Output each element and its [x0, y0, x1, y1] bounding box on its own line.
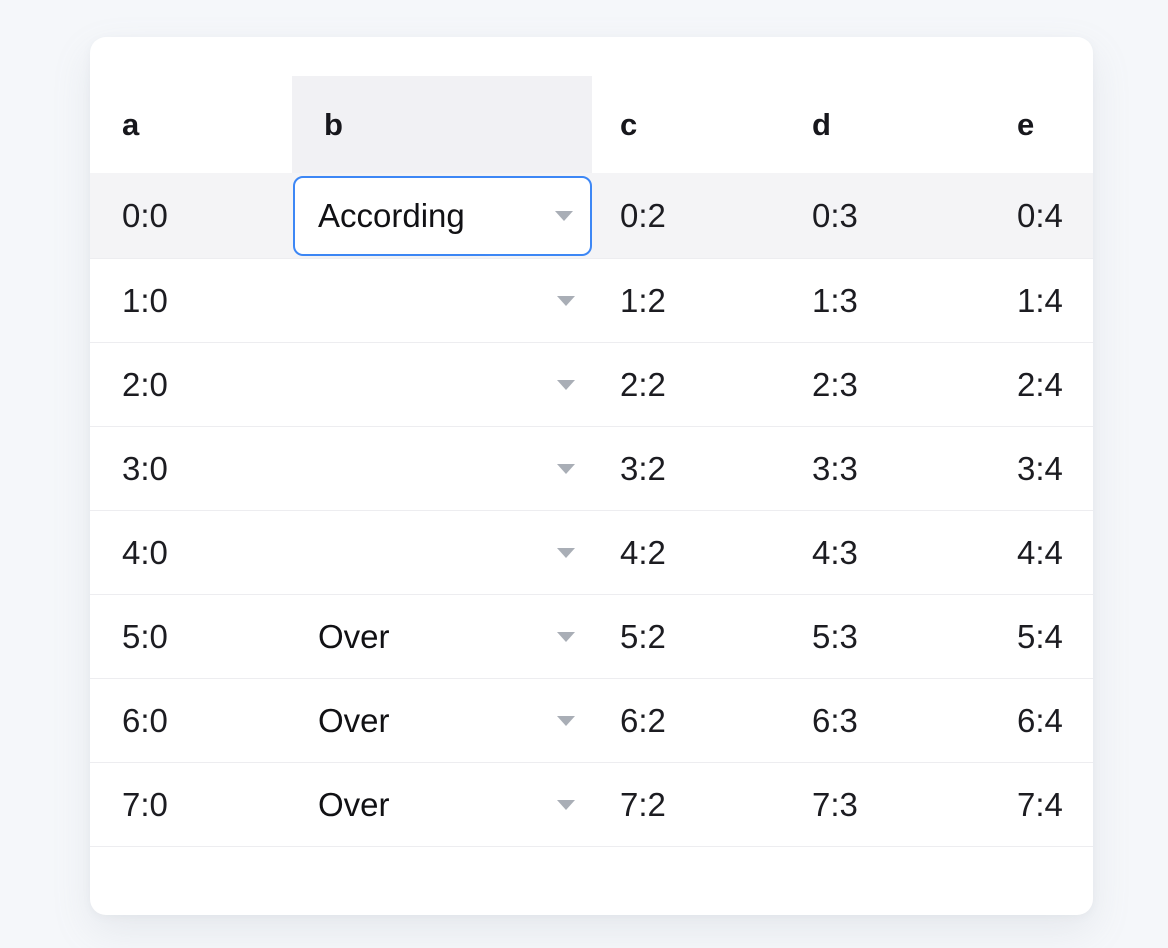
cell-2-b	[292, 343, 592, 426]
column-header-d[interactable]: d	[812, 106, 831, 142]
cell-0-e: 0:4	[1017, 196, 1063, 234]
chevron-down-icon	[557, 631, 575, 642]
row-4-b-select[interactable]	[293, 513, 592, 593]
chevron-down-icon	[557, 463, 575, 474]
table-footer-spacer	[90, 847, 1093, 915]
cell-5-d: 5:3	[812, 617, 858, 655]
cell-0-c: 0:2	[620, 196, 666, 234]
cell-0-d: 0:3	[812, 196, 858, 234]
table-row-7: 7:0 Over 7:2 7:3 7:4	[90, 763, 1093, 847]
table-row-2: 2:0 2:2 2:3 2:4	[90, 343, 1093, 427]
table-row-0: 0:0 According According Over Source 0:2 …	[90, 173, 1093, 259]
chevron-down-icon	[557, 799, 575, 810]
cell-4-e: 4:4	[1017, 533, 1063, 571]
column-header-e[interactable]: e	[1017, 106, 1035, 142]
cell-1-e: 1:4	[1017, 281, 1063, 319]
row-7-b-select[interactable]: Over	[293, 765, 592, 845]
row-2-b-select[interactable]	[293, 345, 592, 425]
cell-7-a: 7:0	[122, 785, 168, 823]
cell-2-a: 2:0	[122, 365, 168, 403]
row-6-b-select[interactable]: Over	[293, 681, 592, 761]
cell-1-c: 1:2	[620, 281, 666, 319]
row-5-b-select[interactable]: Over	[293, 597, 592, 677]
table-row-1: 1:0 1:2 1:3 1:4	[90, 259, 1093, 343]
cell-2-c: 2:2	[620, 365, 666, 403]
table-row-3: 3:0 3:2 3:3 3:4	[90, 427, 1093, 511]
cell-4-d: 4:3	[812, 533, 858, 571]
cell-0-a: 0:0	[122, 196, 168, 234]
cell-2-d: 2:3	[812, 365, 858, 403]
table-row-4: 4:0 4:2 4:3 4:4	[90, 511, 1093, 595]
cell-6-e: 6:4	[1017, 701, 1063, 739]
chevron-down-icon	[557, 295, 575, 306]
cell-6-b: Over	[292, 679, 592, 762]
chevron-down-icon	[557, 547, 575, 558]
cell-5-e: 5:4	[1017, 617, 1063, 655]
column-header-a[interactable]: a	[122, 106, 140, 142]
row-0-b-select-value: According	[318, 196, 465, 234]
cell-3-c: 3:2	[620, 449, 666, 487]
cell-4-a: 4:0	[122, 533, 168, 571]
chevron-down-icon	[555, 210, 573, 221]
cell-5-a: 5:0	[122, 617, 168, 655]
cell-6-d: 6:3	[812, 701, 858, 739]
row-0-b-select[interactable]: According According Over Source	[293, 175, 592, 256]
column-header-b-label: b	[324, 106, 343, 142]
cell-7-d: 7:3	[812, 785, 858, 823]
chevron-down-icon	[557, 715, 575, 726]
table-header-row: a b c d e	[90, 76, 1093, 173]
cell-2-e: 2:4	[1017, 365, 1063, 403]
cell-1-b	[292, 259, 592, 342]
cell-3-a: 3:0	[122, 449, 168, 487]
cell-1-a: 1:0	[122, 281, 168, 319]
cell-3-d: 3:3	[812, 449, 858, 487]
cell-5-b: Over	[292, 595, 592, 678]
cell-6-c: 6:2	[620, 701, 666, 739]
column-header-b[interactable]: b	[292, 76, 592, 173]
row-1-b-select[interactable]	[293, 261, 592, 341]
chevron-down-icon	[557, 379, 575, 390]
cell-4-c: 4:2	[620, 533, 666, 571]
row-6-b-select-value: Over	[318, 701, 390, 739]
cell-0-b: According According Over Source	[292, 173, 592, 258]
cell-7-e: 7:4	[1017, 785, 1063, 823]
cell-3-b	[292, 427, 592, 510]
cell-1-d: 1:3	[812, 281, 858, 319]
cell-7-c: 7:2	[620, 785, 666, 823]
cell-7-b: Over	[292, 763, 592, 846]
data-table-card: a b c d e 0:0 According According Over S…	[90, 37, 1093, 915]
row-7-b-select-value: Over	[318, 785, 390, 823]
cell-3-e: 3:4	[1017, 449, 1063, 487]
cell-4-b	[292, 511, 592, 594]
row-3-b-select[interactable]	[293, 429, 592, 509]
cell-6-a: 6:0	[122, 701, 168, 739]
table-row-6: 6:0 Over 6:2 6:3 6:4	[90, 679, 1093, 763]
row-5-b-select-value: Over	[318, 617, 390, 655]
table-row-5: 5:0 Over 5:2 5:3 5:4	[90, 595, 1093, 679]
cell-5-c: 5:2	[620, 617, 666, 655]
column-header-c[interactable]: c	[620, 106, 638, 142]
